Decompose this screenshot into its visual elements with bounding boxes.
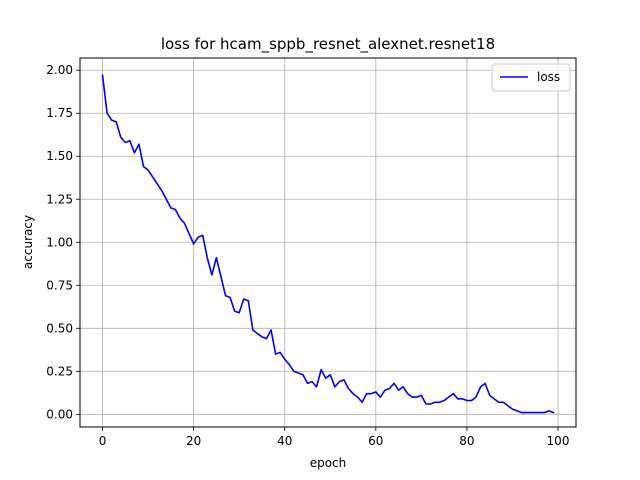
- legend: loss: [491, 63, 571, 92]
- y-tick-label: 1.25: [46, 192, 73, 206]
- y-tick-label: 1.50: [46, 149, 73, 163]
- y-tick-label: 0.50: [46, 321, 73, 335]
- y-tick-label: 2.00: [46, 63, 73, 77]
- y-tick-label: 0.25: [46, 364, 73, 378]
- x-tick-label: 40: [277, 434, 292, 448]
- y-axis-ticks: 0.00 0.25 0.50 0.75 1.00 1.25 1.50 1.75 2.00: [46, 63, 80, 421]
- chart-title: loss for hcam_sppb_resnet_alexnet.resnet…: [161, 35, 495, 54]
- x-tick-label: 100: [547, 434, 570, 448]
- series-line-loss: [101, 74, 555, 414]
- y-tick-label: 1.00: [46, 235, 73, 249]
- y-tick-label: 0.75: [46, 278, 73, 292]
- x-tick-label: 60: [368, 434, 383, 448]
- x-axis-ticks: 0 20 40 60 80 100: [99, 427, 570, 448]
- grid: [80, 58, 576, 427]
- legend-box: [491, 63, 571, 92]
- y-axis-label: accuracy: [21, 215, 35, 269]
- y-tick-label: 0.00: [46, 407, 73, 421]
- x-tick-label: 0: [99, 434, 107, 448]
- legend-label-loss: loss: [537, 70, 560, 84]
- series-layer: [101, 74, 555, 414]
- x-tick-label: 20: [186, 434, 201, 448]
- y-tick-label: 1.75: [46, 106, 73, 120]
- x-axis-label: epoch: [310, 456, 347, 470]
- x-tick-label: 80: [459, 434, 474, 448]
